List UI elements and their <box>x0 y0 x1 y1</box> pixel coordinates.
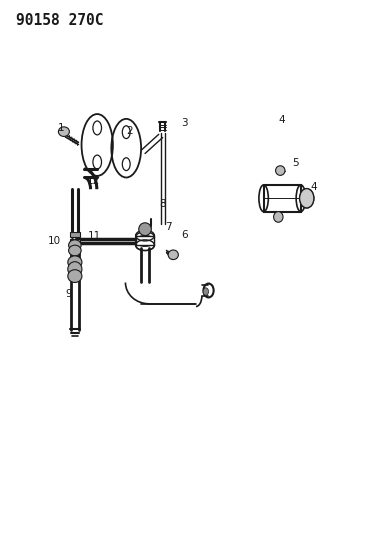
Text: 5: 5 <box>293 158 299 167</box>
Ellipse shape <box>299 189 314 208</box>
Bar <box>70 239 80 244</box>
Text: 3: 3 <box>181 118 187 127</box>
Ellipse shape <box>139 223 151 236</box>
Text: 9: 9 <box>65 289 72 299</box>
Text: 90158 270C: 90158 270C <box>16 13 103 28</box>
Ellipse shape <box>69 240 81 251</box>
Text: 11: 11 <box>87 231 101 240</box>
Bar <box>136 236 154 245</box>
Ellipse shape <box>69 245 81 256</box>
Text: 7: 7 <box>165 222 172 231</box>
Ellipse shape <box>274 212 283 222</box>
Text: 2: 2 <box>126 126 132 135</box>
Bar <box>136 236 154 245</box>
Ellipse shape <box>203 288 209 295</box>
Ellipse shape <box>68 262 82 277</box>
Ellipse shape <box>68 270 82 282</box>
Text: 12: 12 <box>87 176 100 186</box>
Ellipse shape <box>276 166 285 175</box>
Ellipse shape <box>68 256 82 269</box>
Bar <box>70 232 80 237</box>
Ellipse shape <box>58 127 69 136</box>
Text: 6: 6 <box>181 230 187 239</box>
Text: 10: 10 <box>47 236 61 246</box>
Bar <box>263 185 301 212</box>
Text: 1: 1 <box>58 123 64 133</box>
Text: 8: 8 <box>160 199 166 208</box>
Text: 4: 4 <box>279 115 285 125</box>
Text: 4: 4 <box>310 182 317 191</box>
Ellipse shape <box>168 250 178 260</box>
